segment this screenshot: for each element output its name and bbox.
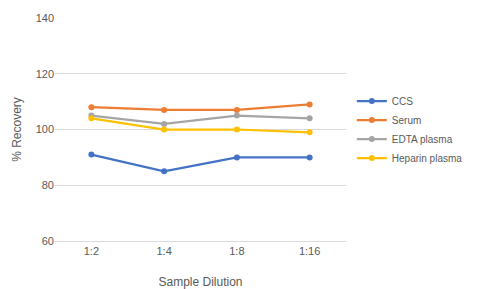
svg-text:1:2: 1:2	[84, 245, 99, 257]
svg-text:% Recovery: % Recovery	[10, 97, 24, 162]
svg-text:80: 80	[42, 179, 54, 191]
svg-text:Sample Dilution: Sample Dilution	[158, 275, 242, 289]
svg-text:1:8: 1:8	[229, 245, 244, 257]
svg-text:Heparin plasma: Heparin plasma	[392, 153, 462, 164]
svg-text:1:16: 1:16	[299, 245, 320, 257]
svg-text:120: 120	[36, 68, 54, 80]
svg-text:EDTA plasma: EDTA plasma	[392, 134, 453, 145]
svg-text:Serum: Serum	[392, 115, 421, 126]
svg-text:140: 140	[36, 12, 54, 24]
svg-text:60: 60	[42, 235, 54, 247]
svg-text:CCS: CCS	[392, 96, 413, 107]
svg-text:100: 100	[36, 123, 54, 135]
svg-text:1:4: 1:4	[156, 245, 171, 257]
